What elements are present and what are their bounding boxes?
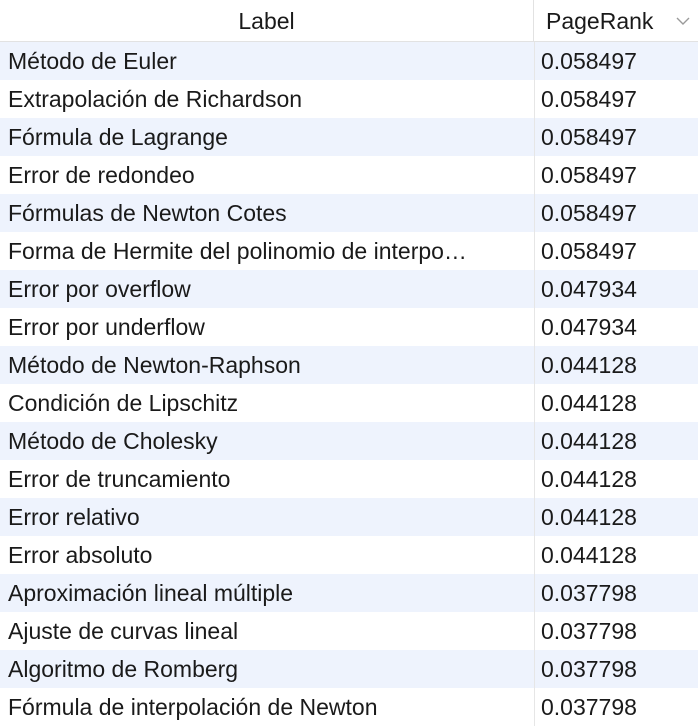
row-label-cell: Condición de Lipschitz	[8, 389, 239, 416]
table-row[interactable]: Error absoluto 0.044128	[0, 536, 698, 574]
row-pagerank-cell: 0.037798	[541, 617, 637, 644]
row-pagerank-cell: 0.058497	[541, 123, 637, 150]
row-pagerank-cell: 0.037798	[541, 693, 637, 720]
row-label-cell: Método de Euler	[8, 47, 177, 74]
row-label-cell: Extrapolación de Richardson	[8, 85, 303, 112]
table-row[interactable]: Método de Euler 0.058497	[0, 42, 698, 80]
row-label-cell: Error de truncamiento	[8, 465, 231, 492]
column-header-pagerank[interactable]: PageRank	[534, 0, 698, 41]
table-row[interactable]: Error relativo 0.044128	[0, 498, 698, 536]
row-pagerank-cell: 0.058497	[541, 47, 637, 74]
table-row[interactable]: Ajuste de curvas lineal 0.037798	[0, 612, 698, 650]
table-row[interactable]: Extrapolación de Richardson 0.058497	[0, 80, 698, 118]
row-pagerank-cell: 0.047934	[541, 313, 637, 340]
row-label-cell: Error de redondeo	[8, 161, 195, 188]
row-pagerank-cell: 0.058497	[541, 237, 637, 264]
table-row[interactable]: Error de truncamiento 0.044128	[0, 460, 698, 498]
table-body: Método de Euler 0.058497 Extrapolación de …	[0, 42, 698, 726]
column-divider	[534, 42, 535, 726]
table-row[interactable]: Error por overflow 0.047934	[0, 270, 698, 308]
row-pagerank-cell: 0.037798	[541, 579, 637, 606]
row-label-cell: Ajuste de curvas lineal	[8, 617, 239, 644]
row-label-cell: Método de Cholesky	[8, 427, 218, 454]
column-header-label[interactable]: Label	[0, 0, 534, 41]
row-label-cell: Fórmulas de Newton Cotes	[8, 199, 287, 226]
row-pagerank-cell: 0.047934	[541, 275, 637, 302]
chevron-down-icon	[676, 17, 690, 25]
row-pagerank-cell: 0.044128	[541, 427, 637, 454]
table-row[interactable]: Forma de Hermite del polinomio de interp…	[0, 232, 698, 270]
row-label-cell: Error absoluto	[8, 541, 153, 568]
table-row[interactable]: Algoritmo de Romberg 0.037798	[0, 650, 698, 688]
row-label-cell: Fórmula de Lagrange	[8, 123, 228, 150]
row-pagerank-cell: 0.058497	[541, 161, 637, 188]
table-header: Label PageRank	[0, 0, 698, 42]
row-pagerank-cell: 0.058497	[541, 85, 637, 112]
row-label-cell: Forma de Hermite del polinomio de interp…	[8, 237, 467, 264]
row-pagerank-cell: 0.044128	[541, 389, 637, 416]
row-pagerank-cell: 0.044128	[541, 351, 637, 378]
table-row[interactable]: Fórmulas de Newton Cotes 0.058497	[0, 194, 698, 232]
row-pagerank-cell: 0.044128	[541, 503, 637, 530]
row-label-cell: Algoritmo de Romberg	[8, 655, 239, 682]
table-row[interactable]: Aproximación lineal múltiple 0.037798	[0, 574, 698, 612]
table-row[interactable]: Error de redondeo 0.058497	[0, 156, 698, 194]
table-row[interactable]: Fórmula de Lagrange 0.058497	[0, 118, 698, 156]
table-row[interactable]: Método de Cholesky 0.044128	[0, 422, 698, 460]
row-pagerank-cell: 0.037798	[541, 655, 637, 682]
row-label-cell: Fórmula de interpolación de Newton	[8, 693, 378, 720]
row-label-cell: Error relativo	[8, 503, 140, 530]
row-label-cell: Método de Newton-Raphson	[8, 351, 301, 378]
table-row[interactable]: Condición de Lipschitz 0.044128	[0, 384, 698, 422]
row-label-cell: Error por underflow	[8, 313, 205, 340]
row-pagerank-cell: 0.044128	[541, 465, 637, 492]
table-row[interactable]: Error por underflow 0.047934	[0, 308, 698, 346]
row-label-cell: Error por overflow	[8, 275, 191, 302]
table-row[interactable]: Fórmula de interpolación de Newton 0.0377…	[0, 688, 698, 726]
column-header-pagerank-text: PageRank	[546, 8, 654, 34]
row-pagerank-cell: 0.044128	[541, 541, 637, 568]
row-pagerank-cell: 0.058497	[541, 199, 637, 226]
row-label-cell: Aproximación lineal múltiple	[8, 579, 294, 606]
table-row[interactable]: Método de Newton-Raphson 0.044128	[0, 346, 698, 384]
